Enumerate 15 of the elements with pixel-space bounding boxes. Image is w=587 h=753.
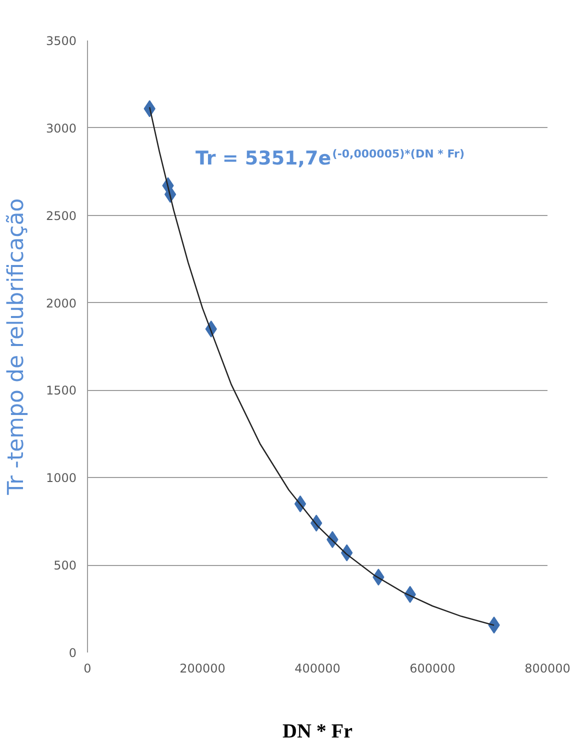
y-tick-label: 0 xyxy=(68,646,77,660)
x-axis-title: DN * Fr xyxy=(282,720,353,742)
y-tick-label: 500 xyxy=(54,558,76,573)
y-tick-label: 1500 xyxy=(46,384,77,398)
x-tick-label: 600000 xyxy=(410,662,456,676)
x-tick-label: 0 xyxy=(84,662,92,676)
y-tick-label: 3000 xyxy=(46,121,77,136)
y-tick-label: 1000 xyxy=(46,471,77,486)
x-tick-label: 200000 xyxy=(180,662,226,676)
x-tick-label: 400000 xyxy=(294,662,340,676)
y-tick-label: 2500 xyxy=(46,208,77,223)
y-axis-title: Tr -tempo de relubrificação xyxy=(4,198,29,496)
y-tick-label: 2000 xyxy=(46,296,77,310)
y-tick-label: 3500 xyxy=(46,34,77,48)
x-tick-label: 800000 xyxy=(524,662,570,676)
